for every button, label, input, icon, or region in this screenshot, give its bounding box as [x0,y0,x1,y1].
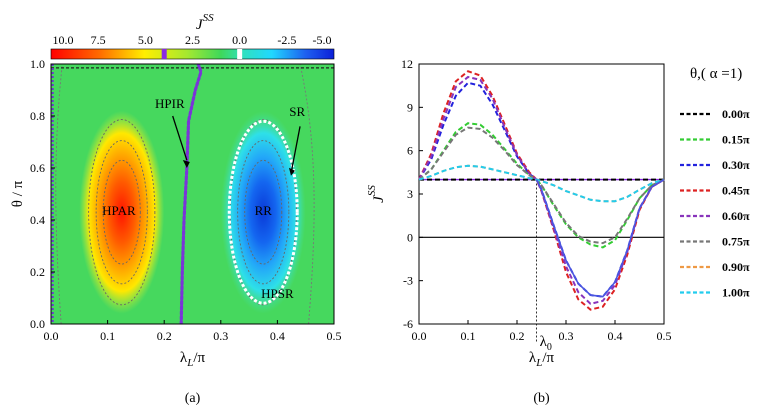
colorbar-tick-label: -2.5 [277,33,296,47]
annotations: HPAR RR HPIR SR HPSR [102,96,305,301]
legend-label: 1.00π [722,286,750,300]
legend: θ,( α =1) 0.00π 0.15π 0.30π 0.45π 0.60π 0.75π 0… [680,66,750,300]
y-axis-title-main: J [371,195,387,203]
lambda0-sub: 0 [547,342,552,353]
x-tick-label: 0.4 [270,329,285,343]
contour-line [95,140,148,285]
colorbar-tick-label: 5.0 [138,33,153,47]
x-tick-label: 0.1 [461,329,476,343]
region-label-sr: SR [289,104,305,119]
x-tick-label: 0.5 [327,329,342,343]
colorbar-marker [237,49,243,59]
x-axis-title-main: λ [180,350,188,366]
x-axis-title-main: λ [529,350,537,366]
region-label-hpir: HPIR [155,96,185,111]
x-tick-label: 0.3 [559,329,574,343]
heatmap-axes: 0.0 0.1 0.2 0.3 0.4 0.5 0.0 0.2 0.4 0.6 0.8 1.0 [30,57,342,343]
x-tick-label: 0.2 [510,329,525,343]
x-tick-label: 0.4 [608,329,623,343]
sr-boundary [227,119,299,305]
y-tick-label: 0.0 [30,317,45,331]
legend-label: 0.30π [722,158,750,172]
y-tick-label: 0.6 [30,161,45,175]
cold-region-fill [220,110,306,314]
heatmap [51,64,334,324]
contour-line [88,119,156,306]
panel-a: 0.0 0.1 0.2 0.3 0.4 0.5 0.0 0.2 0.4 0.6 0.8 1.0 10.… [10,12,342,406]
y-tick-label: 0.2 [30,265,45,279]
hot-region-fill [79,110,165,314]
legend-label: 0.15π [722,133,750,147]
colorbar-title: JSS [196,12,214,33]
x-axis-title-tail: /π [542,350,554,366]
contour-line [237,140,290,285]
x-tick-label: 0.5 [657,329,672,343]
colorbar-title-sup: SS [203,12,215,24]
y-tick-label: 9 [407,100,413,114]
y-tick-label: -6 [403,317,413,331]
hpir-boundary [179,64,203,324]
colorbar-tick-label: 2.5 [185,33,200,47]
y-tick-label: 12 [401,57,413,71]
legend-label: 0.45π [722,184,750,198]
x-tick-label: 0.0 [412,329,427,343]
colorbar-gradient [50,48,335,60]
legend-label: 0.90π [722,260,750,274]
legend-label: 0.00π [722,107,750,121]
lambda0-label: λ0 [540,334,552,353]
colorbar-tick-label: -5.0 [313,33,332,47]
y-tick-label: 0.8 [30,109,45,123]
region-label-hpsr: HPSR [261,286,294,301]
colorbar-tick-label: 0.0 [232,33,247,47]
x-axis-title-sub: L [535,357,542,369]
region-label-hpar: HPAR [102,203,136,218]
x-axis-title-a: λL/π [180,350,206,369]
y-axis-title-a: θ / π [10,180,26,207]
x-axis-title-b: λL/π [529,350,555,369]
x-tick-label: 0.1 [100,329,115,343]
series-line-1.00 [418,164,665,203]
colorbar-title-main: J [196,17,204,33]
y-tick-label: -3 [403,274,413,288]
colorbar-tick-label: 7.5 [91,33,106,47]
colorbar-marker [161,49,167,59]
x-axis-title-sub: L [186,357,193,369]
lambda0-main: λ [540,334,548,350]
y-tick-label: 3 [407,187,413,201]
y-axis-title-sup: SS [366,185,378,197]
colorbar-tick-label: 10.0 [53,33,74,47]
hpir-arrow [172,115,188,161]
legend-label: 0.75π [722,235,750,249]
y-tick-label: 1.0 [30,57,45,71]
series-line-overlay [535,178,665,298]
sr-arrow [290,126,301,171]
heatmap-frame [50,63,335,325]
panel-b: 0.0 0.1 0.2 0.3 0.4 0.5 -6 -3 0 3 6 9 12 θ,( α =1) 0.… [366,57,750,406]
series-line-0.75 [418,126,665,245]
y-tick-label: 0 [407,230,413,244]
sr-arrowhead [288,167,295,176]
colorbar: 10.0 7.5 5.0 2.5 0.0 -2.5 -5.0 [50,33,335,60]
y-axis-title-b: JSS [366,185,387,203]
contour-line [244,159,283,265]
panel-b-caption: (b) [533,391,550,406]
legend-label: 0.60π [722,209,750,223]
x-tick-label: 0.3 [213,329,228,343]
region-label-rr: RR [255,203,273,218]
y-tick-label: 0.4 [30,213,45,227]
line-plot: 0.0 0.1 0.2 0.3 0.4 0.5 -6 -3 0 3 6 9 12 [401,57,672,343]
legend-title: θ,( α =1) [690,66,742,82]
contour-line [102,159,141,265]
hpir-arrowhead [182,160,190,168]
y-tick-label: 6 [407,144,413,158]
panel-a-caption: (a) [185,391,201,406]
x-tick-label: 0.0 [44,329,59,343]
x-axis-title-tail: /π [193,350,205,366]
x-tick-label: 0.2 [157,329,172,343]
